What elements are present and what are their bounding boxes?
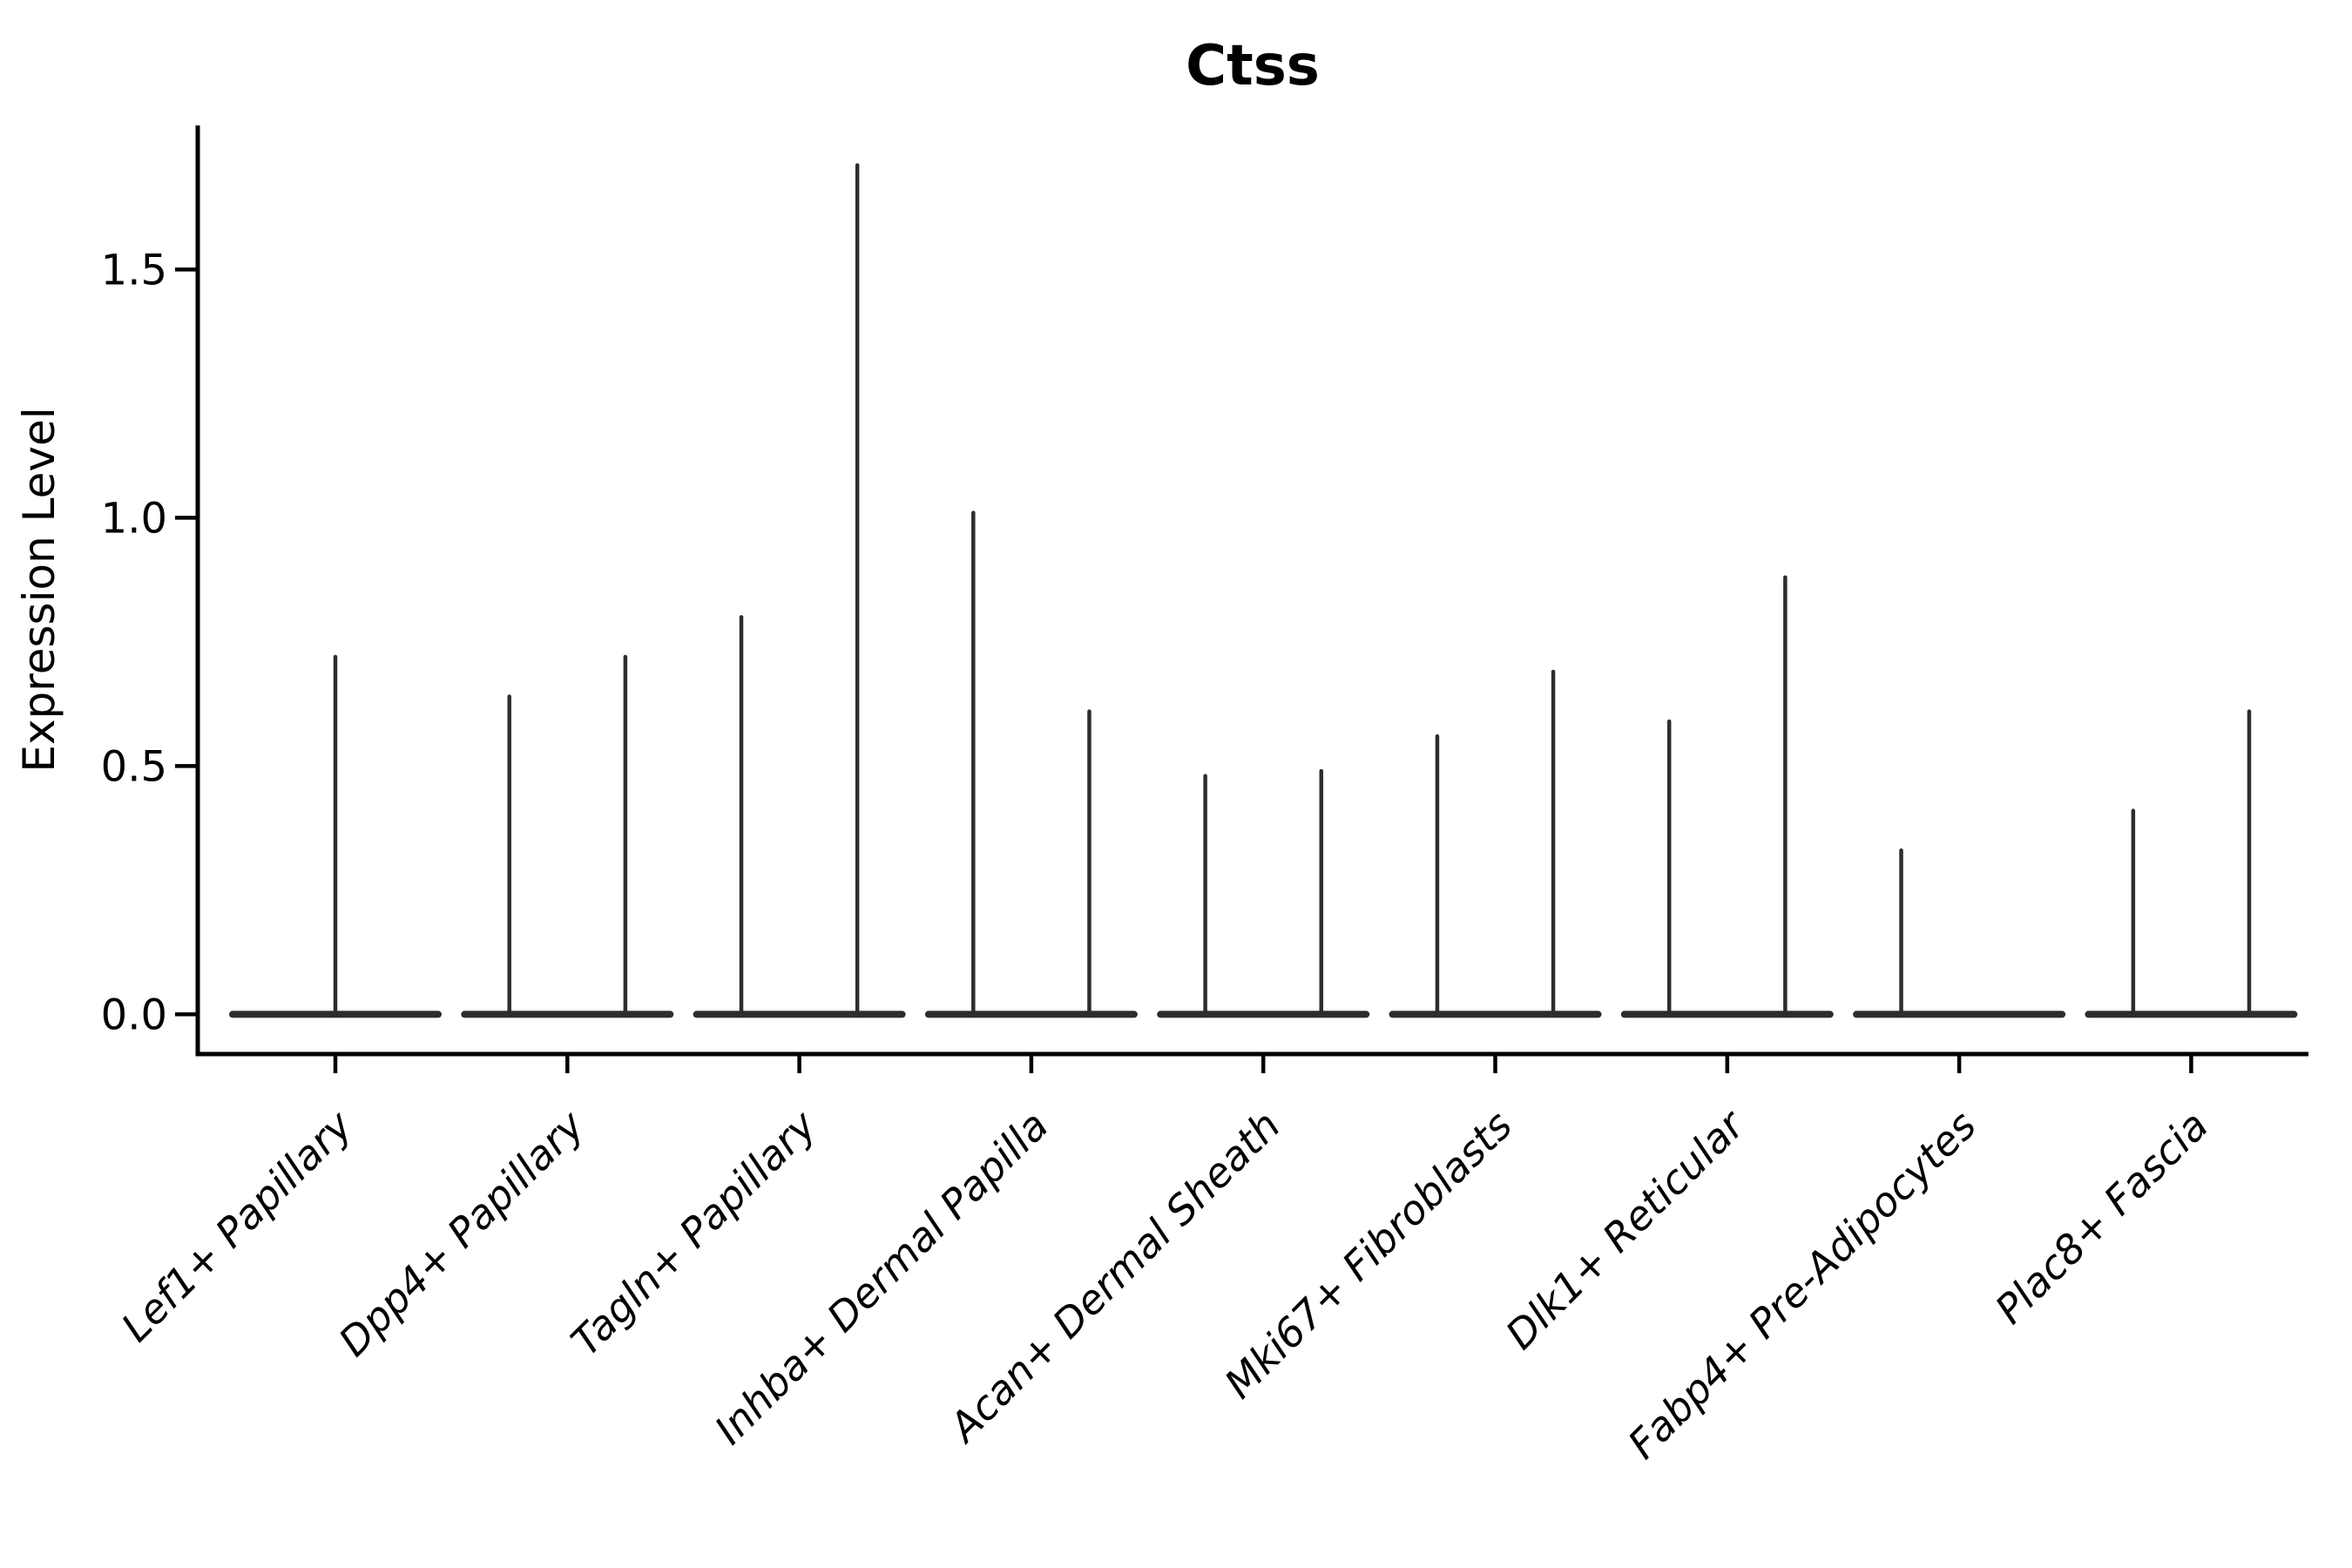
y-tick-label: 0.0 xyxy=(101,990,167,1039)
y-tick-label: 0.5 xyxy=(101,742,167,791)
x-category-label: Lef1+ Papillary xyxy=(112,1101,362,1350)
chart-title: Ctss xyxy=(1186,34,1320,98)
x-category-label: Dpp4+ Papillary xyxy=(329,1101,593,1365)
x-category-label: Tagln+ Papillary xyxy=(562,1101,826,1365)
x-category-label: Dlk1+ Reticular xyxy=(1497,1099,1755,1358)
y-tick-label: 1.5 xyxy=(101,246,167,294)
y-axis-label: Expression Level xyxy=(14,407,64,772)
y-tick-label: 1.0 xyxy=(101,494,167,543)
x-category-label: Plac8+ Fascia xyxy=(1986,1102,2217,1333)
violins-layer xyxy=(229,163,2298,1018)
